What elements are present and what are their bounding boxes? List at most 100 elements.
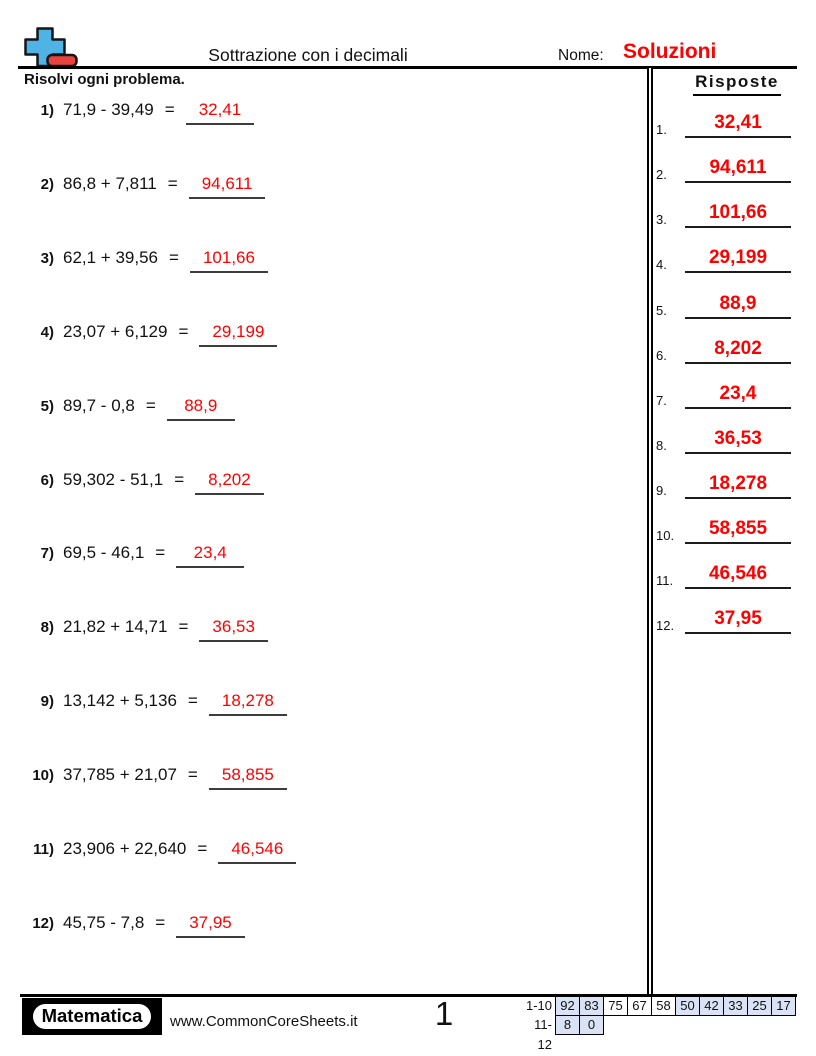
matematica-logo: Matematica [22,998,162,1035]
problem-answer-blank: 36,53 [199,617,268,643]
answer-number: 5. [656,302,667,318]
score-cell: 33 [723,996,748,1016]
score-table: 1-10 92 83 75 67 58 50 42 33 25 17 11-12 8 0 [520,996,796,1055]
equals-sign: = [187,765,198,785]
equals-sign: = [174,469,185,489]
header-divider [18,66,797,69]
problem-answer-blank: 29,199 [199,322,278,347]
problem-expression: 45,75 - 7,8 [63,912,145,932]
answer-number: 6. [656,347,667,363]
problem-number: 9) [40,693,54,711]
problem-row: 4) 23,07 + 6,129 = 29,199 [18,321,278,347]
score-row: 11-12 8 0 [520,1015,796,1055]
problem-expression: 23,906 + 22,640 [63,839,187,858]
answers-panel-title: Risposte [664,72,810,96]
plus-minus-icon-svg [24,27,78,68]
score-row-label: 11-12 [534,1017,552,1052]
answer-row: 1. 32,41 [656,112,796,138]
instructions-text: Risolvi ogni problema. [24,71,185,88]
equals-sign: = [187,691,198,711]
page-title: Sottrazione con i decimali [208,45,408,65]
equals-sign: = [167,173,178,193]
problem-number: 2) [40,175,54,193]
answer-number: 7. [656,392,667,408]
name-label: Nome: [558,47,604,64]
problem-answer-blank: 37,95 [176,913,245,938]
answer-value: 37,95 [685,608,791,635]
equals-sign: = [155,912,166,932]
answer-row: 10. 58,855 [656,518,796,545]
answer-row: 2. 94,611 [656,157,796,184]
score-row: 1-10 92 83 75 67 58 50 42 33 25 17 [520,996,796,1016]
answer-number: 10. [656,528,675,544]
problem-expression: 13,142 + 5,136 [63,691,177,711]
answer-value: 46,546 [685,563,791,590]
answer-value: 23,4 [685,383,791,409]
score-cell: 92 [555,996,580,1016]
problem-number: 11) [33,841,54,858]
problem-number: 8) [40,619,54,637]
problem-expression: 69,5 - 46,1 [63,543,145,563]
problem-expression: 89,7 - 0,8 [63,395,135,415]
answer-row: 5. 88,9 [656,293,796,319]
problem-expression: 23,07 + 6,129 [63,321,168,341]
equals-sign: = [197,839,208,858]
answer-number: 2. [656,167,667,183]
problem-expression: 37,785 + 21,07 [63,765,177,785]
footer-divider [20,994,797,997]
answer-value: 94,611 [685,157,791,184]
problem-expression: 59,302 - 51,1 [63,469,164,489]
problem-number: 3) [40,249,54,267]
answer-number: 1. [656,122,667,137]
problem-expression: 86,8 + 7,811 [63,173,157,193]
answer-value: 88,9 [685,293,791,319]
problem-row: 11) 23,906 + 22,640 = 46,546 [18,839,297,864]
matematica-logo-text: Matematica [30,1002,154,1031]
problem-row: 10) 37,785 + 21,07 = 58,855 [18,765,287,791]
problem-answer-blank: 94,611 [188,174,266,199]
answer-value: 58,855 [685,518,791,545]
problem-row: 1) 71,9 - 39,49 = 32,41 [18,100,255,125]
answer-number: 3. [656,212,667,228]
problem-row: 2) 86,8 + 7,811 = 94,611 [18,173,266,199]
name-value-soluzioni: Soluzioni [623,40,717,63]
problem-number: 10) [32,767,54,785]
problem-answer-blank: 101,66 [189,248,268,273]
problem-answer-blank: 88,9 [166,396,235,421]
equals-sign: = [169,247,179,267]
page-number: 1 [434,995,454,1032]
answer-value: 8,202 [685,338,791,364]
problem-expression: 21,82 + 14,71 [63,617,168,637]
problem-row: 6) 59,302 - 51,1 = 8,202 [18,470,264,495]
problem-number: 7) [40,545,54,563]
equals-sign: = [178,617,189,637]
score-cell: 8 [555,1015,580,1035]
problem-number: 4) [40,323,54,341]
score-cell: 25 [747,996,772,1016]
answer-row: 7. 23,4 [656,383,796,409]
problem-answer-blank: 8,202 [195,470,264,495]
equals-sign: = [164,100,175,119]
problem-row: 7) 69,5 - 46,1 = 23,4 [18,543,245,569]
score-cell: 17 [771,996,796,1016]
problem-answer-blank: 58,855 [208,765,287,791]
website-link[interactable]: www.CommonCoreSheets.it [170,1013,358,1030]
equals-sign: = [178,321,189,341]
problem-answer-blank: 46,546 [218,839,297,864]
answer-row: 4. 29,199 [656,247,796,274]
problem-number: 1) [40,102,54,119]
score-cell: 0 [579,1015,604,1035]
score-cell: 58 [651,996,676,1016]
answer-value: 32,41 [685,112,791,138]
answer-value: 36,53 [685,428,791,454]
problem-answer-blank: 23,4 [176,543,245,569]
answer-value: 29,199 [685,247,791,274]
score-cell: 83 [579,996,604,1016]
equals-sign: = [145,395,156,415]
problem-number: 5) [40,397,54,415]
problem-row: 8) 21,82 + 14,71 = 36,53 [18,617,268,643]
problem-row: 5) 89,7 - 0,8 = 88,9 [18,396,235,421]
answer-number: 4. [656,257,667,273]
problem-number: 12) [32,914,54,932]
answer-row: 9. 18,278 [656,473,796,500]
